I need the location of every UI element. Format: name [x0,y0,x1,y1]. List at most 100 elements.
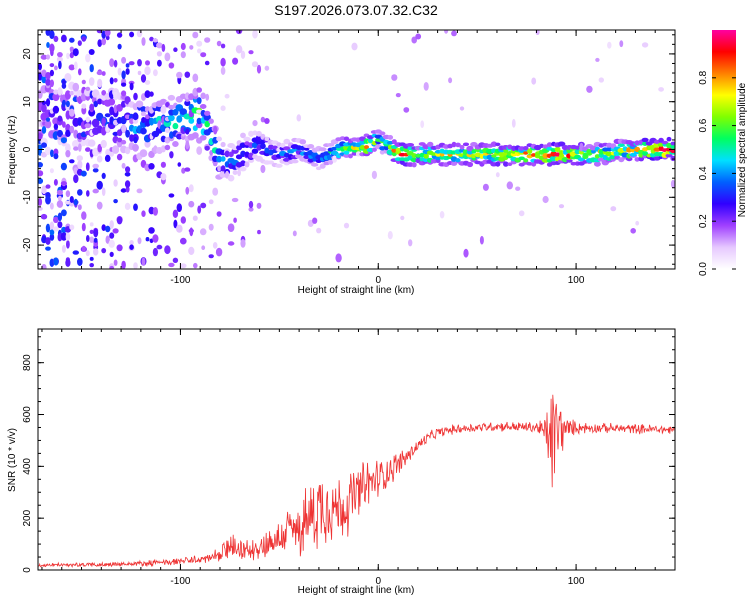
spectrogram-cell [125,186,130,193]
spectrogram-cell [185,140,190,150]
spectrogram-cell [232,170,238,175]
spectrogram-cell [256,130,262,137]
spectrogram-cell [81,245,86,252]
spectrogram-cell [224,93,230,99]
spectrogram-cell [88,49,95,55]
spectrogram-cell [124,202,131,210]
spectrogram-cell [451,141,457,148]
spectrogram-cell [598,77,604,83]
spectrogram-cell [466,145,474,152]
spectrogram-cell [507,162,513,166]
spectrogram-cell [49,79,55,88]
spectrogram-cell [81,222,86,232]
spectrogram-cell [77,257,83,266]
spectrogram-cell [180,237,187,245]
spectrogram-cell [559,153,564,158]
spectrogram-cell [371,170,377,180]
spectrogram-cell [343,150,350,155]
spectrogram-cell [411,36,418,44]
spectrogram-cell [157,59,162,67]
spectrogram-cell [184,100,191,107]
spectrogram-cell [395,147,401,152]
spectrogram-cell [176,115,183,123]
spectrogram-cell [251,61,259,68]
spectrogram-cell [610,206,617,212]
colorbar-tick-label: 0.8 [698,70,709,84]
spectrogram-cell [113,78,118,83]
spectrogram-cell [49,43,55,53]
spectrogram-cell [630,228,636,234]
spectrogram-cell [109,220,114,229]
spectrogram-cell [406,143,415,147]
spectrogram-cell [85,53,91,63]
spectrogram-cell [196,146,203,155]
spectrogram-cell [586,85,593,93]
spectrogram-cell [97,39,102,47]
spectrogram-cell [116,104,123,112]
spectrogram-cell [180,216,186,224]
spectrogram-cell [121,82,127,87]
spectrogram-cell [46,42,50,48]
spectrogram-cell [89,222,94,227]
spectrogram-cell [503,161,509,167]
spectrogram-cell [93,237,98,243]
spectrogram-cell [81,36,87,42]
spectrogram-cell [60,137,67,144]
snr-frame [37,328,676,571]
spectrogram-cell [129,31,135,38]
spectrogram-cell [240,50,246,59]
spectrogram-cell [117,67,122,76]
spectrogram-cell [140,111,147,117]
spectrogram-cell [212,187,219,196]
spectrogram-cell [140,127,147,135]
spectrogram-cell [248,50,254,55]
spectrogram-cell [54,65,58,71]
spectrogram-cell [192,31,199,39]
spectrogram-cell [101,117,106,126]
spectrogram-cell [164,245,171,255]
spectrogram-cell [89,263,94,268]
spectrogram-cell [148,117,155,126]
spectrogram-cell [45,78,51,86]
spectrogram-cell [243,136,251,142]
spectrogram-cell [45,195,51,205]
spectrogram-cell [264,65,270,71]
spectrogram-cell [641,137,649,143]
spectrogram-cell [335,253,342,263]
spectrogram-cell [423,153,429,159]
spectrogram-cell [49,233,55,241]
spectrogram-cell [208,254,214,259]
spectrogram-cell [248,200,254,209]
spectrogram-cell [69,159,75,164]
spectrogram-cell [149,91,154,97]
spectrogram-cell [299,139,307,145]
spectrogram-cell [408,239,413,247]
spectrogram-cell [204,145,210,151]
spectrogram-cell [558,204,565,209]
spectrogram-cell [427,141,434,148]
spectrogram-cell [124,114,131,120]
spectrogram-cell [670,144,675,149]
spectrogram-cell [65,232,71,241]
spectrogram-cell [495,172,500,178]
spectrogram-cell [125,129,130,138]
spectrogram-cell [69,52,74,59]
spectrogram-cell [638,156,645,162]
spectrogram-cell [364,145,369,150]
spectrogram-cell [53,89,59,95]
colorbar: 0.0 0.2 0.4 0.6 0.8 Normalized spectral ampl… [698,30,748,276]
spectrogram-cell [87,139,96,147]
spectrogram-cell [566,159,573,163]
spectrogram-cell [101,224,106,232]
spectrogram-cell [332,155,338,163]
spectrogram-cell [132,112,139,121]
spectrogram-cell [78,143,82,152]
spectrogram-cell [101,71,106,76]
spectrogram-cell [105,149,111,157]
spectrogram-cell [192,73,199,83]
spectrogram-cell [400,215,405,221]
spectrogram-cell [152,38,159,43]
spectrogram-cell [515,186,521,191]
spectrogram-cell [69,37,75,43]
spectrogram-cell [391,74,398,81]
